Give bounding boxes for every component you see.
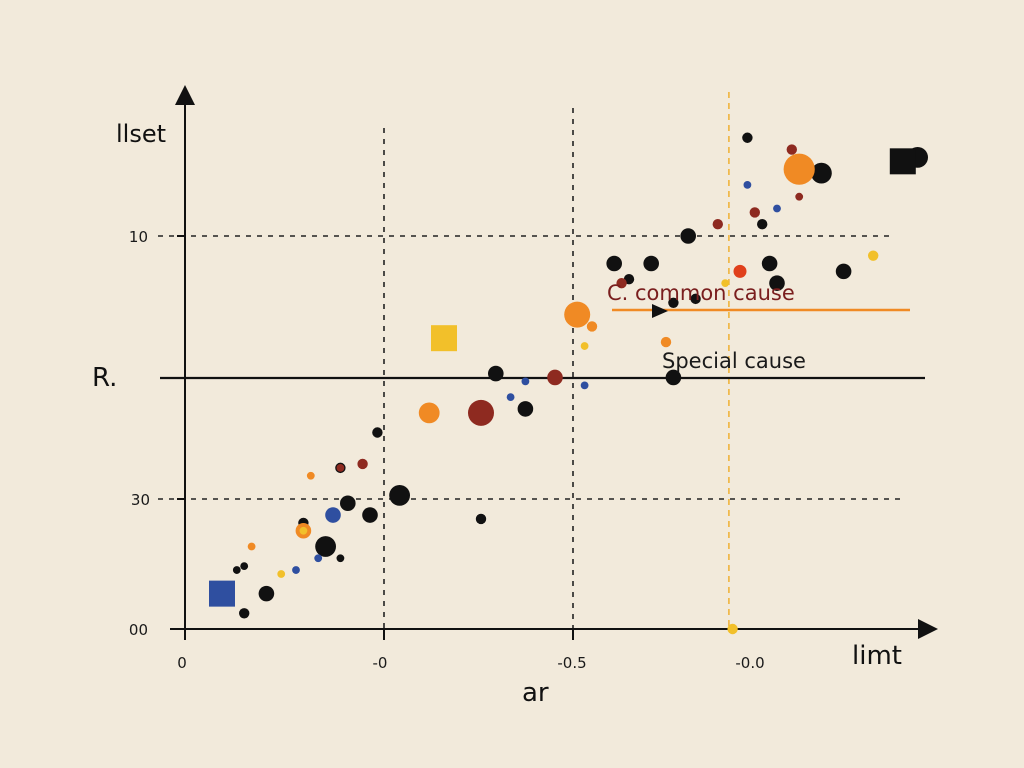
common-cause-arrow-icon xyxy=(652,304,668,318)
data-point xyxy=(786,144,797,155)
data-point xyxy=(362,507,378,523)
y-tick-label: 30 xyxy=(131,491,150,509)
data-point xyxy=(721,279,730,288)
x-tick-label: 0 xyxy=(177,654,187,672)
x-axis-end-label: limt xyxy=(852,641,902,671)
data-point xyxy=(488,365,504,382)
data-point xyxy=(757,219,768,230)
data-point xyxy=(742,132,753,143)
data-point xyxy=(712,219,723,230)
data-point xyxy=(468,399,494,426)
data-point xyxy=(769,275,785,291)
data-point xyxy=(690,293,701,305)
data-point-square xyxy=(431,325,457,352)
data-point xyxy=(247,542,256,551)
x-tick-label: -0 xyxy=(373,654,388,672)
grid-lines xyxy=(158,108,900,629)
data-point xyxy=(660,336,672,348)
data-point-square xyxy=(209,580,235,607)
data-point xyxy=(389,484,410,506)
data-point xyxy=(418,402,440,424)
data-point xyxy=(239,608,250,619)
data-point xyxy=(517,401,534,417)
data-point xyxy=(315,536,336,557)
data-point xyxy=(580,342,589,350)
data-point xyxy=(336,554,345,563)
data-points xyxy=(209,132,928,635)
x-axis-title: ar xyxy=(522,678,549,708)
data-point xyxy=(680,228,696,244)
data-point xyxy=(232,566,241,574)
y-side-label: R. xyxy=(92,363,117,393)
data-point xyxy=(564,301,591,328)
data-point xyxy=(292,566,300,574)
data-point xyxy=(325,507,341,523)
data-point xyxy=(240,562,249,571)
data-point xyxy=(835,263,852,280)
data-point xyxy=(606,255,622,272)
data-point xyxy=(795,192,804,201)
data-point-square xyxy=(889,148,916,175)
data-point xyxy=(761,255,778,272)
data-point xyxy=(586,321,598,332)
data-point xyxy=(616,277,627,289)
data-point xyxy=(336,463,345,472)
data-point xyxy=(314,554,323,563)
data-point xyxy=(727,623,738,635)
y-tick-label: 10 xyxy=(129,228,148,246)
data-point xyxy=(773,204,781,213)
data-point xyxy=(521,377,530,386)
axes xyxy=(170,85,938,640)
reference-lines xyxy=(160,92,925,629)
data-point xyxy=(733,264,747,278)
y-tick-label: 00 xyxy=(129,621,148,639)
data-point xyxy=(299,526,308,535)
data-point xyxy=(306,471,315,480)
data-point xyxy=(580,381,589,390)
data-point xyxy=(868,250,879,261)
data-point xyxy=(258,585,275,602)
data-point xyxy=(668,297,679,309)
common-cause-annotation: C. common cause xyxy=(607,281,795,305)
x-tick-label: -0.5 xyxy=(557,654,586,672)
data-point xyxy=(372,427,383,438)
data-point xyxy=(357,458,368,470)
data-point xyxy=(643,255,659,272)
special-cause-annotation: Special cause xyxy=(662,349,806,373)
data-point xyxy=(783,153,815,185)
x-tick-label: -0.0 xyxy=(735,654,764,672)
data-point xyxy=(743,181,752,189)
data-point xyxy=(665,369,682,386)
data-point xyxy=(547,369,563,386)
data-point xyxy=(277,570,286,578)
data-point xyxy=(749,207,760,218)
data-point xyxy=(340,495,356,512)
data-point xyxy=(811,162,832,184)
data-point xyxy=(475,513,487,525)
data-point xyxy=(506,393,515,402)
y-axis-title: llset xyxy=(116,120,166,148)
